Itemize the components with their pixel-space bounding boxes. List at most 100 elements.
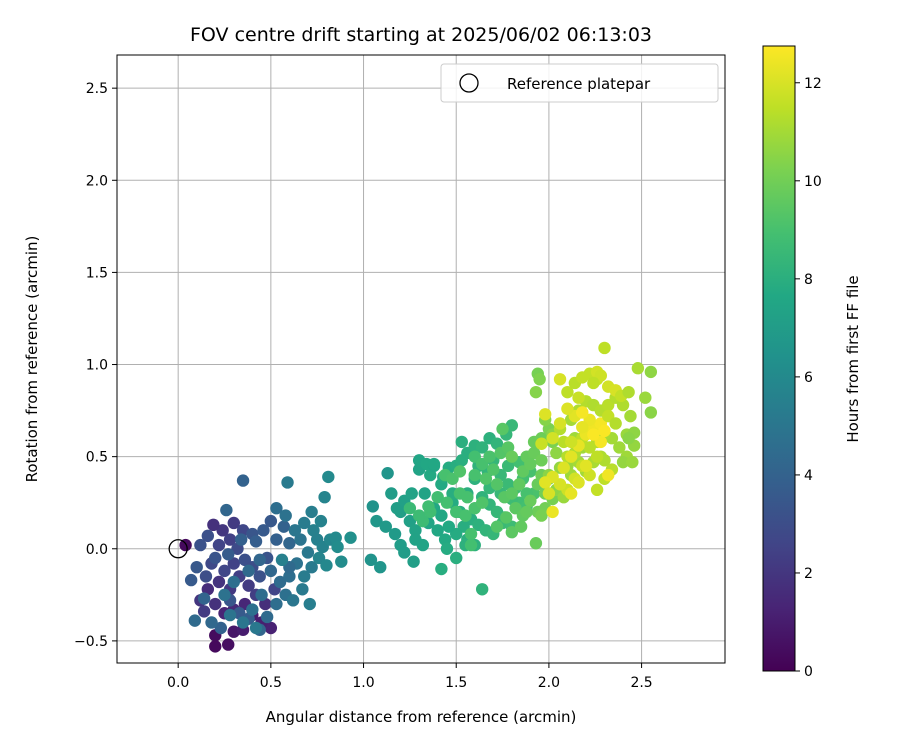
data-point: [505, 450, 519, 463]
data-point: [366, 500, 380, 513]
data-point: [249, 535, 263, 548]
data-point: [475, 583, 489, 596]
data-point: [583, 441, 596, 454]
data-point: [538, 408, 552, 421]
data-point: [314, 514, 328, 528]
reference-marker-layer: [168, 539, 188, 559]
colorbar-tick-label: 4: [804, 468, 813, 484]
data-point: [222, 548, 235, 561]
data-point: [405, 487, 418, 500]
data-point: [622, 385, 635, 399]
data-point: [227, 557, 240, 570]
data-point: [500, 511, 513, 524]
data-point: [609, 417, 622, 430]
data-point: [255, 588, 268, 602]
data-point: [281, 476, 294, 489]
data-point: [242, 579, 255, 592]
data-point: [550, 446, 563, 460]
data-point: [179, 538, 192, 552]
y-tick-label: 1.5: [86, 265, 108, 281]
data-point: [524, 494, 537, 508]
data-point: [535, 509, 548, 522]
data-point: [403, 514, 417, 528]
data-point: [440, 542, 454, 555]
y-axis-ticks: −0.5 0.0 0.5 1.0 1.5 2.0 2.5: [74, 81, 117, 650]
y-tick-label: 1.0: [86, 358, 108, 374]
data-point: [487, 463, 500, 476]
y-tick-label: 2.0: [86, 173, 108, 189]
data-point: [197, 592, 211, 605]
data-point: [542, 487, 556, 500]
colorbar-ticks: 0 2 4 6 8 10 12: [795, 76, 822, 680]
data-point: [639, 391, 652, 404]
data-point: [514, 520, 528, 533]
data-point: [257, 524, 270, 537]
data-point: [427, 457, 441, 471]
data-point: [412, 509, 426, 522]
colorbar-tick-label: 6: [804, 370, 813, 386]
data-point: [418, 487, 431, 500]
data-point: [535, 454, 548, 467]
x-tick-label: 2.0: [538, 675, 560, 691]
data-point: [546, 432, 559, 445]
scatter-points: [179, 341, 658, 653]
legend-label: Reference platepar: [507, 75, 651, 93]
data-point: [288, 524, 302, 537]
data-point: [246, 603, 259, 616]
data-point: [453, 465, 467, 478]
data-point: [385, 487, 398, 500]
data-point: [227, 516, 240, 530]
data-point: [496, 422, 509, 436]
data-point: [184, 573, 198, 587]
data-point: [602, 468, 615, 482]
data-point: [616, 455, 630, 469]
data-point: [236, 616, 250, 629]
data-point: [242, 564, 255, 578]
data-point: [479, 472, 493, 485]
data-point: [270, 533, 283, 546]
colorbar-tick-label: 10: [804, 174, 822, 190]
chart-title: FOV centre drift starting at 2025/06/02 …: [190, 24, 652, 46]
x-axis-label: Angular distance from reference (arcmin): [266, 708, 577, 726]
data-point: [227, 625, 240, 638]
data-point: [379, 520, 392, 533]
data-point: [264, 621, 278, 635]
data-point: [223, 608, 237, 622]
data-point: [264, 514, 278, 528]
data-point: [505, 487, 519, 500]
data-point: [253, 570, 266, 583]
colorbar: 0 2 4 6 8 10 12 Hours from first FF file: [762, 45, 862, 680]
data-point: [553, 417, 567, 430]
data-point: [234, 533, 248, 546]
data-point: [277, 520, 291, 533]
data-point: [564, 450, 578, 463]
data-point: [270, 502, 283, 515]
data-point: [227, 575, 240, 589]
data-point: [407, 555, 420, 568]
data-point: [557, 461, 570, 474]
data-point: [626, 455, 639, 469]
data-point: [644, 365, 658, 379]
x-tick-label: 2.5: [630, 675, 652, 691]
data-point: [374, 560, 387, 574]
y-tick-label: 0.0: [86, 542, 108, 558]
data-point: [644, 406, 658, 419]
data-point: [370, 514, 383, 528]
x-tick-label: 0.5: [260, 675, 282, 691]
data-point: [298, 570, 311, 583]
legend-box: [440, 63, 719, 103]
legend-open-circle-marker: [459, 73, 479, 93]
data-point: [553, 373, 567, 386]
data-point: [199, 570, 213, 583]
plot-frame: [116, 54, 726, 664]
data-point: [464, 527, 478, 541]
data-point: [475, 496, 489, 509]
data-point: [286, 594, 300, 607]
data-point: [520, 505, 533, 519]
data-point: [298, 516, 311, 530]
data-point: [218, 564, 231, 578]
data-point: [587, 428, 600, 441]
data-point: [455, 435, 468, 449]
data-point: [587, 376, 600, 390]
